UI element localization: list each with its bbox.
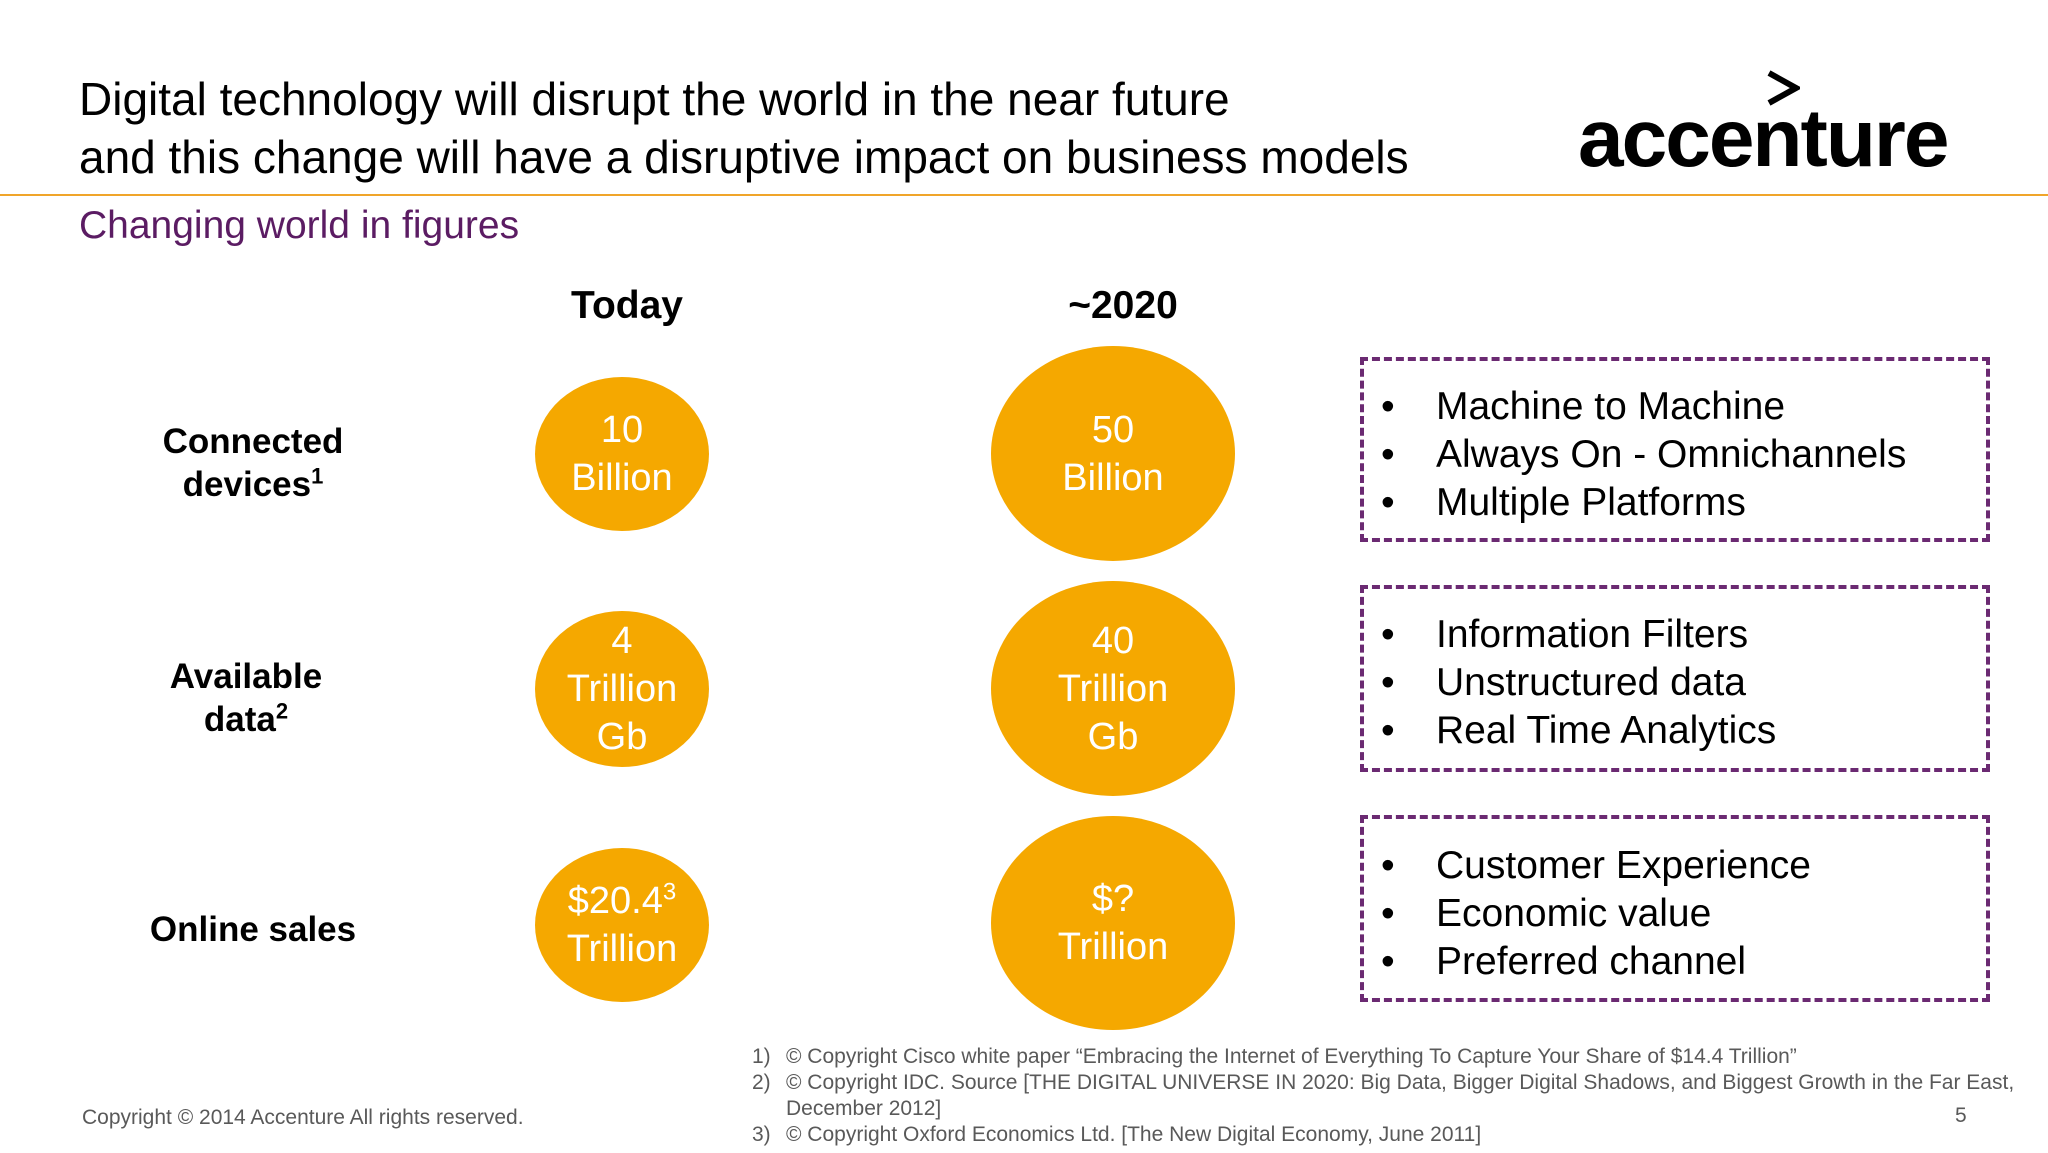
circle-value: 50 <box>1091 408 1135 451</box>
circle-unit: Trillion <box>566 668 678 710</box>
future-connected-devices: 50 Billion <box>991 346 1235 561</box>
circle-unit: Trillion <box>1057 667 1169 710</box>
row-label-line: data2 <box>203 698 289 739</box>
circle-value: 40 <box>1091 619 1135 662</box>
bullet-list: • Machine to Machine • Always On - Omnicha… <box>1364 383 1986 527</box>
column-header-2020: ~2020 <box>1068 284 1178 327</box>
today-connected-devices: 10 Billion <box>535 377 709 531</box>
row-label-line: Online sales <box>149 910 357 949</box>
footnote-ref: 2 <box>275 698 289 724</box>
circle-unit: Billion <box>571 457 673 499</box>
circle-unit: Trillion <box>1057 926 1169 968</box>
bullet-list: • Customer Experience • Economic value • Pr… <box>1364 842 1986 986</box>
drivers-box-devices: • Machine to Machine • Always On - Omnicha… <box>1360 357 1990 542</box>
today-available-data: 4 Trillion Gb <box>535 611 709 767</box>
circle-unit: Billion <box>1062 456 1164 499</box>
circle-value: 4 <box>611 620 633 662</box>
list-item: • Unstructured data <box>1381 661 1747 704</box>
footnote-item: 3) © Copyright Oxford Economics Ltd. [The… <box>752 1123 1482 1146</box>
row-label-available-data: Available data2 <box>106 655 386 741</box>
slide-subtitle: Changing world in figures <box>79 204 520 247</box>
today-online-sales: $20.43 Trillion <box>535 848 709 1002</box>
drivers-box-data: • Information Filters • Unstructured data … <box>1360 585 1990 772</box>
list-item: • Real Time Analytics <box>1381 709 1777 752</box>
bullet-list: • Information Filters • Unstructured data … <box>1364 611 1986 755</box>
list-item: • Machine to Machine <box>1381 385 1786 428</box>
list-item: • Multiple Platforms <box>1381 481 1746 524</box>
circle-unit: Gb <box>1087 715 1139 758</box>
footnote-item: 1) © Copyright Cisco white paper “Embraci… <box>752 1045 1797 1068</box>
slide-title: Digital technology will disrupt the worl… <box>79 70 1409 186</box>
list-item: • Information Filters <box>1381 613 1749 656</box>
copyright-notice: Copyright © 2014 Accenture All rights re… <box>82 1106 524 1129</box>
accenture-logo: accenture <box>1578 70 1949 180</box>
circle-value: $? <box>1091 878 1135 920</box>
page-number: 5 <box>1955 1104 1967 1127</box>
row-label-line: Available <box>169 657 323 696</box>
header-divider <box>0 194 2048 196</box>
list-item: • Economic value <box>1381 892 1712 935</box>
circle-unit: Gb <box>596 716 648 758</box>
footnotes: 1) © Copyright Cisco white paper “Embraci… <box>752 1044 2042 1148</box>
footnote-ref: 3 <box>662 878 677 906</box>
circle-value: $20.43 <box>567 878 677 922</box>
row-label-online-sales: Online sales <box>113 908 393 951</box>
title-line-1: Digital technology will disrupt the worl… <box>79 73 1230 125</box>
logo-chevron-icon <box>1767 70 1800 106</box>
row-label-line: devices1 <box>182 463 324 504</box>
future-online-sales: $? Trillion <box>991 816 1235 1030</box>
list-item: • Preferred channel <box>1381 940 1747 983</box>
column-header-today: Today <box>571 284 683 327</box>
drivers-box-sales: • Customer Experience • Economic value • Pr… <box>1360 815 1990 1002</box>
list-item: • Customer Experience <box>1381 844 1811 887</box>
logo-wordmark: accenture <box>1578 93 1949 184</box>
row-label-connected-devices: Connected devices1 <box>113 420 393 506</box>
title-line-2: and this change will have a disruptive i… <box>79 131 1409 183</box>
circle-value: 10 <box>600 409 644 451</box>
list-item: • Always On - Omnichannels <box>1381 433 1907 476</box>
circle-unit: Trillion <box>566 928 678 970</box>
row-label-line: Connected <box>162 422 344 461</box>
footnote-item: 2) © Copyright IDC. Source [THE DIGITAL U… <box>752 1071 2015 1120</box>
footnote-ref: 1 <box>311 463 324 489</box>
future-available-data: 40 Trillion Gb <box>991 581 1235 796</box>
